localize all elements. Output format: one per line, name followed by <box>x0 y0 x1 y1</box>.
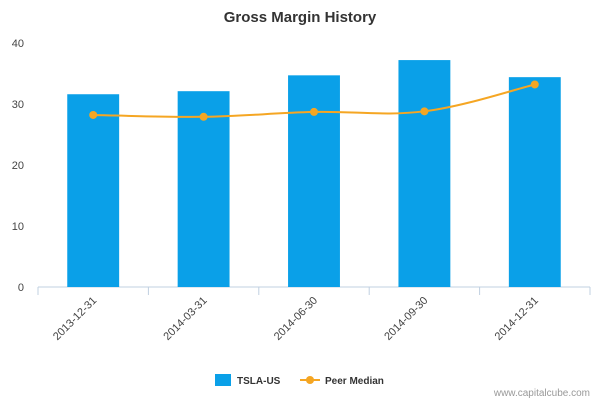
peer-median-point[interactable] <box>310 107 318 116</box>
legend-swatch-tsla <box>215 374 231 386</box>
bar-tsla-us[interactable] <box>398 60 451 287</box>
y-tick-label: 30 <box>12 99 24 111</box>
x-tick-label: 2014-06-30 <box>272 295 320 343</box>
x-tick-label: 2013-12-31 <box>51 295 99 343</box>
y-axis: 0 10 20 30 40 <box>12 38 24 294</box>
line-series <box>89 80 539 121</box>
legend-swatch-peer-marker <box>306 376 314 384</box>
y-tick-label: 20 <box>12 160 24 172</box>
bar-series <box>67 60 561 288</box>
bar-tsla-us[interactable] <box>508 77 561 287</box>
bar-tsla-us[interactable] <box>67 94 120 288</box>
x-tick-label: 2014-09-30 <box>382 295 430 343</box>
x-tick-label: 2014-12-31 <box>493 295 541 343</box>
peer-median-point[interactable] <box>530 80 539 89</box>
legend-label-tsla[interactable]: TSLA-US <box>237 376 281 387</box>
peer-median-point[interactable] <box>89 110 98 119</box>
chart-title: Gross Margin History <box>224 9 377 26</box>
y-tick-label: 10 <box>12 221 24 233</box>
bar-tsla-us[interactable] <box>177 91 230 287</box>
y-tick-label: 40 <box>12 38 24 50</box>
peer-median-point[interactable] <box>420 107 429 116</box>
x-tick-label: 2014-03-31 <box>161 295 209 343</box>
bar-tsla-us[interactable] <box>288 75 340 287</box>
credit-text: www.capitalcube.com <box>493 388 590 399</box>
y-tick-label: 0 <box>18 282 24 294</box>
legend-label-peer-median[interactable]: Peer Median <box>325 376 384 387</box>
peer-median-point[interactable] <box>199 112 208 121</box>
legend: TSLA-US Peer Median <box>215 374 384 387</box>
x-axis: 2013-12-31 2014-03-31 2014-06-30 2014-09-30… <box>37 287 591 343</box>
